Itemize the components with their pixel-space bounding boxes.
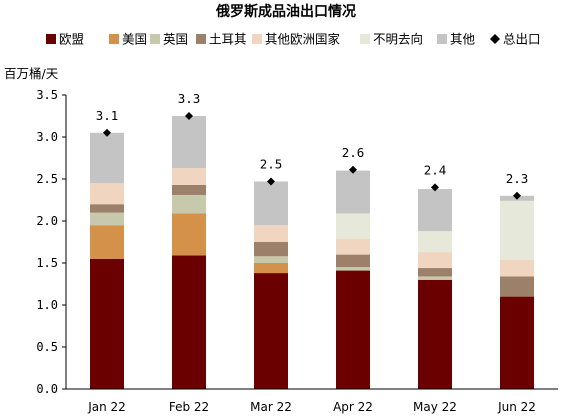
total-marker <box>185 112 193 120</box>
bar-segment <box>418 252 452 269</box>
x-tick-label: Mar 22 <box>250 400 292 414</box>
bar-segment <box>418 279 452 389</box>
y-tick-label: 0.5 <box>36 340 58 354</box>
bar-segment <box>90 204 124 213</box>
legend-item: 其他 <box>437 32 476 47</box>
x-axis: Jan 22 Feb 22 Mar 22 Apr 22 May 22 Jun 22 <box>66 388 558 414</box>
y-axis: 0.0 0.5 1.0 1.5 2.0 2.5 3.0 3.5 <box>36 88 67 396</box>
bar-segment <box>336 238 370 255</box>
legend-swatch <box>252 34 262 44</box>
bar-stack: 2.6 <box>336 145 370 389</box>
bar-segment <box>418 268 452 277</box>
legend-label: 英国 <box>163 32 188 47</box>
bar-segment <box>172 213 206 256</box>
bar-segment <box>90 212 124 226</box>
bar-stack: 2.4 <box>418 162 452 389</box>
y-tick-label: 1.0 <box>36 298 58 312</box>
legend-item: 美国 <box>109 32 147 47</box>
legend-label: 总出口 <box>503 32 541 47</box>
bar-segment <box>336 270 370 389</box>
total-marker <box>267 177 275 186</box>
bar-segment <box>172 255 206 389</box>
legend: 欧盟 美国 英国 土耳其 其他欧洲国家 不明去向 其他 总出口 <box>46 32 541 47</box>
y-tick-label: 1.5 <box>36 256 58 270</box>
bar-segment <box>90 258 124 389</box>
bar-segment <box>254 225 288 242</box>
y-tick-label: 3.0 <box>36 130 58 144</box>
total-marker <box>103 128 111 137</box>
legend-item: 不明去向 <box>360 32 423 47</box>
bars: 3.1 3.3 2.5 2.6 2.4 2.3 <box>90 91 534 389</box>
x-tick-label: Jan 22 <box>87 400 126 414</box>
legend-item: 土耳其 <box>196 32 247 47</box>
legend-label: 不明去向 <box>373 32 423 47</box>
bar-segment <box>336 170 370 214</box>
x-tick-label: May 22 <box>413 400 457 414</box>
legend-swatch <box>437 34 447 44</box>
legend-swatch <box>360 34 370 44</box>
x-tick-label: Feb 22 <box>169 400 209 414</box>
legend-label: 土耳其 <box>209 32 247 47</box>
bar-stack: 3.1 <box>90 108 124 389</box>
bar-segment <box>254 181 288 226</box>
y-tick-label: 0.0 <box>36 382 58 396</box>
bar-stack: 2.5 <box>254 157 288 389</box>
data-label: 2.3 <box>506 171 529 186</box>
legend-item: 其他欧洲国家 <box>252 32 341 47</box>
legend-label: 欧盟 <box>59 32 84 47</box>
total-marker <box>431 183 439 192</box>
bar-segment <box>500 296 534 389</box>
data-label: 2.6 <box>342 145 365 160</box>
data-label: 2.5 <box>260 157 283 172</box>
y-tick-label: 3.5 <box>36 88 58 102</box>
data-label: 2.4 <box>424 162 447 177</box>
data-label: 3.3 <box>178 91 201 106</box>
bar-segment <box>254 256 288 263</box>
bar-segment <box>336 267 370 271</box>
legend-swatch <box>46 34 56 44</box>
bar-segment <box>500 276 534 297</box>
y-tick-label: 2.0 <box>36 214 58 228</box>
bar-stack: 2.3 <box>500 171 534 389</box>
legend-marker <box>490 34 500 44</box>
legend-item: 总出口 <box>490 32 541 47</box>
bar-segment <box>172 194 206 214</box>
legend-item: 英国 <box>150 32 188 47</box>
bar-segment <box>172 168 206 185</box>
bar-segment <box>254 242 288 257</box>
legend-swatch <box>150 34 160 44</box>
bar-segment <box>336 213 370 239</box>
bar-stack: 3.3 <box>172 91 206 389</box>
data-label: 3.1 <box>96 108 119 123</box>
y-axis-unit: 百万桶/天 <box>4 66 59 81</box>
y-tick-label: 2.5 <box>36 172 58 186</box>
bar-segment <box>90 183 124 205</box>
bar-segment <box>418 231 452 253</box>
bar-segment <box>418 276 452 280</box>
chart-title: 俄罗斯成品油出口情况 <box>215 3 356 20</box>
x-tick-label: Apr 22 <box>333 400 373 414</box>
bar-segment <box>254 273 288 389</box>
bar-segment <box>172 184 206 195</box>
bar-segment <box>500 259 534 277</box>
bar-segment <box>90 225 124 259</box>
bar-segment <box>336 254 370 268</box>
bar-segment <box>500 200 534 260</box>
legend-label: 美国 <box>122 32 147 47</box>
total-marker <box>513 191 521 200</box>
legend-label: 其他欧洲国家 <box>265 32 341 47</box>
legend-swatch <box>109 34 119 44</box>
bar-segment <box>172 116 206 169</box>
bar-segment <box>90 132 124 184</box>
legend-item: 欧盟 <box>46 32 84 47</box>
legend-label: 其他 <box>450 32 476 47</box>
total-marker <box>349 165 357 174</box>
legend-swatch <box>196 34 206 44</box>
x-tick-label: Jun 22 <box>497 400 536 414</box>
bar-segment <box>254 263 288 274</box>
bar-segment <box>418 189 452 232</box>
